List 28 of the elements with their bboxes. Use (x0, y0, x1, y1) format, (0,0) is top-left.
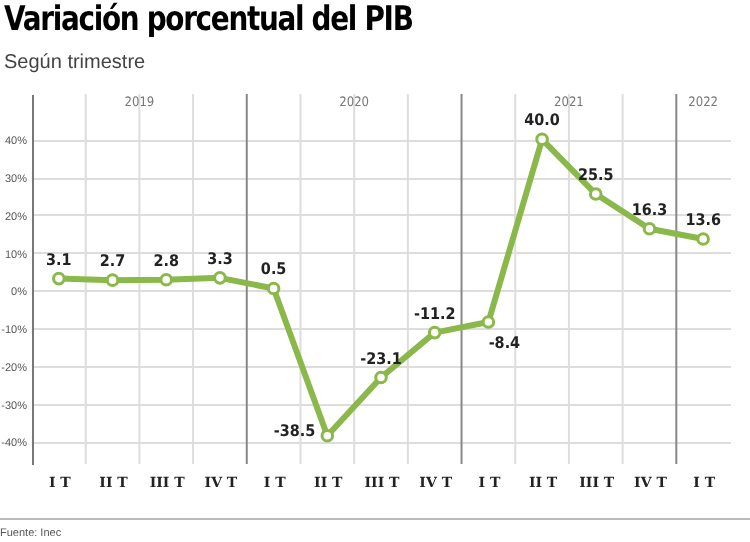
point (266, 281, 281, 296)
data-label: 16.3 (631, 200, 668, 219)
data-label: 2.7 (99, 252, 126, 271)
point (159, 272, 174, 287)
point (213, 271, 227, 285)
data-label: -38.5 (273, 421, 316, 440)
point (427, 325, 442, 340)
data-label: 3.1 (46, 250, 72, 269)
data-label: 0.5 (260, 260, 287, 279)
data-label: -8.4 (488, 334, 521, 353)
point (535, 132, 549, 147)
data-label: -23.1 (360, 349, 402, 368)
point (320, 428, 335, 443)
chart-title: Variación porcentual del PIB (4, 0, 413, 40)
point (52, 271, 66, 286)
point (481, 315, 496, 329)
chart-subtitle: Según trimestre (4, 52, 146, 74)
data-label: 25.5 (578, 166, 614, 185)
point (588, 187, 603, 201)
point (105, 273, 120, 287)
data-label: 3.3 (207, 249, 233, 268)
data-label: 2.8 (153, 251, 179, 270)
data-label: 40.0 (524, 111, 560, 130)
point (696, 232, 710, 246)
data-label: 13.6 (685, 210, 721, 229)
point (642, 222, 657, 236)
data-label: -11.2 (413, 304, 456, 323)
point (374, 370, 388, 385)
